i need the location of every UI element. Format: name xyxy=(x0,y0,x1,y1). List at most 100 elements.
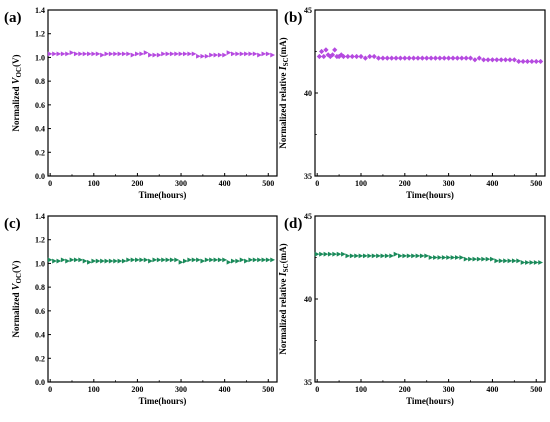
data-point xyxy=(371,253,377,259)
data-point xyxy=(380,55,386,61)
data-point xyxy=(441,255,447,260)
data-point xyxy=(270,257,276,263)
data-point xyxy=(169,51,175,57)
data-point xyxy=(323,251,329,257)
data-point xyxy=(358,53,364,60)
data-point xyxy=(463,256,469,262)
y-tick-label: 40 xyxy=(304,89,312,98)
x-tick-label: 300 xyxy=(175,179,187,188)
data-point xyxy=(406,253,412,259)
data-point xyxy=(100,52,105,58)
x-tick-label: 200 xyxy=(131,179,143,188)
y-tick-label: 1.4 xyxy=(35,212,45,221)
data-point xyxy=(498,258,504,264)
data-point xyxy=(384,55,390,61)
y-tick-label: 0.2 xyxy=(35,148,45,157)
data-point xyxy=(143,257,149,263)
panel-label: (b) xyxy=(284,10,302,26)
data-point xyxy=(165,257,171,263)
y-axis-title-unit: (mA) xyxy=(278,37,288,57)
data-point xyxy=(327,251,333,257)
data-series xyxy=(316,47,544,65)
data-point xyxy=(354,53,360,60)
data-point xyxy=(419,253,425,259)
data-point xyxy=(156,257,162,263)
x-tick-label: 100 xyxy=(355,385,367,394)
data-point xyxy=(384,253,390,259)
data-point xyxy=(468,256,473,262)
y-axis-title: Normalized VOC(V) xyxy=(11,55,23,132)
x-tick-label: 500 xyxy=(530,179,542,188)
data-point xyxy=(156,52,162,58)
data-point xyxy=(196,53,201,59)
data-point xyxy=(213,52,219,58)
data-point xyxy=(481,256,487,262)
data-point xyxy=(498,57,504,63)
data-point xyxy=(200,258,206,264)
data-point xyxy=(516,258,522,264)
x-tick-label: 500 xyxy=(262,179,274,188)
data-point xyxy=(419,55,425,61)
panel-c: 0 100 200 300 400 500 0.0 0.2 0.4 0.6 0.8 1.0 1.2 1.4… xyxy=(4,212,278,406)
data-point xyxy=(432,55,439,61)
data-point xyxy=(191,257,197,263)
x-tick-label: 100 xyxy=(355,179,367,188)
data-point xyxy=(490,256,495,262)
data-point xyxy=(410,55,417,61)
data-point xyxy=(187,257,193,263)
y-axis-title-subscript: SC xyxy=(282,57,290,66)
y-axis-title-prefix: Normalized relative xyxy=(278,276,288,354)
x-axis-title: Time(hours) xyxy=(139,190,187,200)
data-point xyxy=(341,251,346,257)
data-point xyxy=(494,57,500,63)
data-point xyxy=(135,51,140,57)
data-point xyxy=(191,51,197,57)
data-point xyxy=(248,51,254,57)
data-point xyxy=(104,51,110,57)
data-point xyxy=(476,55,482,61)
data-point xyxy=(428,55,434,61)
data-point xyxy=(511,258,517,264)
x-tick-label: 400 xyxy=(219,385,231,394)
data-point xyxy=(104,258,110,264)
y-tick-label: 45 xyxy=(304,212,312,221)
data-point xyxy=(529,58,535,65)
data-point xyxy=(244,258,249,264)
data-series xyxy=(47,50,276,59)
data-point xyxy=(47,51,53,57)
y-tick-label: 0.2 xyxy=(35,354,45,363)
data-point xyxy=(209,52,214,58)
y-axis-title-subscript: SC xyxy=(282,263,290,272)
data-point xyxy=(174,51,180,57)
data-point xyxy=(204,53,210,59)
data-point xyxy=(174,257,180,263)
x-axis-title: Time(hours) xyxy=(406,396,454,406)
x-tick-label: 100 xyxy=(88,179,100,188)
data-point xyxy=(485,256,491,262)
data-point xyxy=(406,55,412,61)
data-point xyxy=(108,51,114,57)
panel-a: 0 100 200 300 400 500 0.0 0.2 0.4 0.6 0.8 1.0 1.2 1.4… xyxy=(4,6,278,200)
y-tick-label: 45 xyxy=(304,6,312,15)
data-point xyxy=(82,51,88,57)
data-point xyxy=(529,260,535,265)
data-point xyxy=(113,258,119,264)
data-point xyxy=(244,51,249,57)
data-point xyxy=(100,258,105,264)
data-point xyxy=(314,251,320,257)
data-point xyxy=(424,55,430,61)
y-tick-label: 35 xyxy=(304,172,312,181)
data-point xyxy=(200,53,206,59)
data-point xyxy=(230,51,236,57)
data-point xyxy=(503,258,508,264)
data-point xyxy=(415,55,421,61)
data-point xyxy=(433,255,438,260)
data-point xyxy=(60,257,66,263)
data-point xyxy=(78,51,84,57)
data-point xyxy=(411,253,416,259)
data-point xyxy=(437,255,443,260)
data-point xyxy=(325,52,331,58)
data-point xyxy=(226,259,232,265)
data-point xyxy=(538,260,544,265)
data-point xyxy=(252,257,258,263)
